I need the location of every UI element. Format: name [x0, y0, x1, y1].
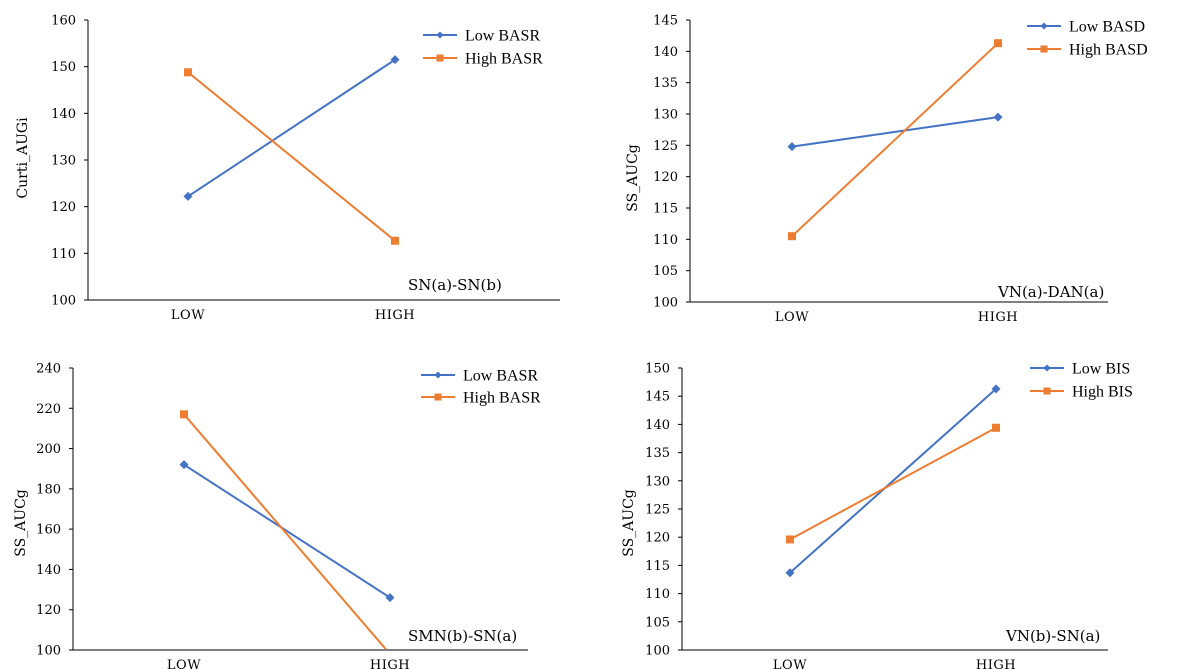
- chart3-series-high-basr-line: [183, 413, 387, 649]
- chart2-x-tick-high: HIGH: [978, 310, 1018, 325]
- chart3-series-low-basr-point: [179, 460, 189, 470]
- chart3-y-tick-label: 240: [36, 362, 61, 377]
- chart3-annotation: SMN(b)-SN(a): [408, 627, 517, 645]
- chart2-annotation: VN(a)-DAN(a): [997, 283, 1104, 301]
- chart1-series-low-basr-point: [183, 191, 193, 201]
- chart2-y-tick-label: 105: [653, 264, 678, 279]
- chart4-y-tick-label: 120: [645, 531, 670, 546]
- chart4-y-tick-label: 135: [645, 446, 670, 461]
- chart1-y-tick-label: 160: [51, 14, 76, 29]
- chart1-series-low-basr-line: [187, 58, 396, 198]
- chart4-y-tick-label: 105: [645, 615, 670, 630]
- chart1-legend-low-basr-marker: [436, 31, 444, 39]
- chart4-y-tick-label: 115: [645, 559, 670, 574]
- chart4-legend-high-bis-marker: [1043, 387, 1051, 395]
- chart4-legend-low-bis-label: Low BIS: [1072, 361, 1130, 378]
- chart3-legend-low-basr-label: Low BASR: [463, 368, 538, 385]
- chart3-y-tick-label: 220: [36, 402, 61, 417]
- chart3-y-tick-label: 140: [36, 563, 61, 578]
- chart3-y-tick-label: 200: [36, 442, 61, 457]
- chart2-legend-high-basd-label: High BASD: [1069, 42, 1148, 59]
- chart2-y-tick-label: 125: [653, 139, 678, 154]
- chart2-series-high-basd-point: [994, 39, 1002, 48]
- chart3-y-tick-label: 160: [36, 523, 61, 538]
- chart2-y-tick-label: 115: [653, 202, 678, 217]
- chart3-x-tick-high: HIGH: [370, 658, 410, 669]
- chart3-legend-high-basr-label: High BASR: [463, 390, 541, 407]
- chart4-y-tick-label: 150: [645, 362, 670, 377]
- chart2-series-high-basd-point: [788, 232, 796, 241]
- chart3-series-low-basr-point: [385, 593, 395, 603]
- chart4-x-tick-high: HIGH: [976, 658, 1016, 669]
- chart2-series-high-basd-line: [791, 42, 999, 237]
- chart3-series-low-basr-line: [183, 463, 391, 599]
- chart3-legend-high-basr-marker: [434, 393, 442, 401]
- chart2-legend-high-basd-marker: [1040, 45, 1048, 53]
- chart2-series-low-basd-point: [787, 142, 797, 152]
- chart1-y-tick-label: 100: [51, 294, 76, 309]
- chart4-y-tick-label: 145: [645, 390, 670, 405]
- chart3-legend-low-basr-marker: [434, 371, 442, 379]
- chart4-series-low-bis-point: [991, 384, 1001, 394]
- chart2-y-tick-label: 120: [653, 170, 678, 185]
- chart2-legend-low-basd-marker: [1040, 22, 1048, 30]
- chart2-legend-low-basd-label: Low BASD: [1069, 19, 1145, 36]
- chart1-x-tick-high: HIGH: [375, 308, 415, 323]
- chart2-y-tick-label: 110: [653, 233, 678, 248]
- chart1-legend-high-basr-label: High BASR: [465, 51, 543, 68]
- chart2-y-tick-label: 145: [653, 14, 678, 29]
- chart1-series-low-basr-point: [390, 55, 400, 65]
- chart4-y-tick-label: 125: [645, 503, 670, 518]
- chart1-series-high-basr-line: [187, 71, 396, 242]
- chart1-y-tick-label: 110: [51, 247, 76, 262]
- chart1-y-tick-label: 120: [51, 200, 76, 215]
- chart1-y-axis-label: Curti_AUGi: [15, 117, 31, 199]
- chart4-y-tick-label: 100: [645, 644, 670, 659]
- chart4-x-tick-low: LOW: [773, 658, 807, 669]
- chart3-y-tick-label: 180: [36, 482, 61, 497]
- chart4-series-low-bis-line: [789, 388, 997, 574]
- chart1-y-tick-label: 130: [51, 154, 76, 169]
- chart2-x-tick-low: LOW: [775, 310, 809, 325]
- chart2-y-tick-label: 130: [653, 108, 678, 123]
- chart4-series-high-bis-line: [789, 426, 997, 541]
- chart4-legend-low-bis-marker: [1043, 364, 1051, 372]
- chart1-legend-low-basr-label: Low BASR: [465, 28, 540, 45]
- chart4-series-high-bis-point: [786, 535, 794, 544]
- chart1-y-tick-label: 140: [51, 107, 76, 122]
- chart1-series-high-basr-point: [184, 68, 192, 77]
- chart3-y-tick-label: 120: [36, 603, 61, 618]
- chart3-y-axis-label: SS_AUCg: [13, 489, 29, 557]
- chart4-series-low-bis-point: [785, 568, 795, 578]
- chart4-legend-high-bis-label: High BIS: [1072, 384, 1133, 401]
- chart2-series-low-basd-line: [791, 116, 999, 148]
- chart3-y-tick-label: 100: [36, 644, 61, 659]
- chart4-annotation: VN(b)-SN(a): [1005, 627, 1100, 645]
- chart3-series-high-basr-point: [180, 410, 188, 419]
- chart2-series-low-basd-point: [993, 112, 1003, 122]
- chart2-y-tick-label: 100: [653, 296, 678, 311]
- chart4-series-high-bis-point: [992, 423, 1000, 432]
- chart1-x-tick-low: LOW: [171, 308, 205, 323]
- chart4-y-tick-label: 110: [645, 587, 670, 602]
- chart1-legend-high-basr-marker: [436, 54, 444, 62]
- chart2-y-tick-label: 140: [653, 45, 678, 60]
- chart1-y-tick-label: 150: [51, 60, 76, 75]
- chart1-annotation: SN(a)-SN(b): [408, 276, 502, 294]
- chart4-y-tick-label: 140: [645, 418, 670, 433]
- chart1-series-high-basr-point: [391, 236, 399, 245]
- chart3-x-tick-low: LOW: [167, 658, 201, 669]
- chart2-y-tick-label: 135: [653, 76, 678, 91]
- chart4-y-axis-label: SS_AUCg: [621, 489, 637, 557]
- chart4-y-tick-label: 130: [645, 474, 670, 489]
- chart2-y-axis-label: SS_AUCg: [625, 144, 641, 212]
